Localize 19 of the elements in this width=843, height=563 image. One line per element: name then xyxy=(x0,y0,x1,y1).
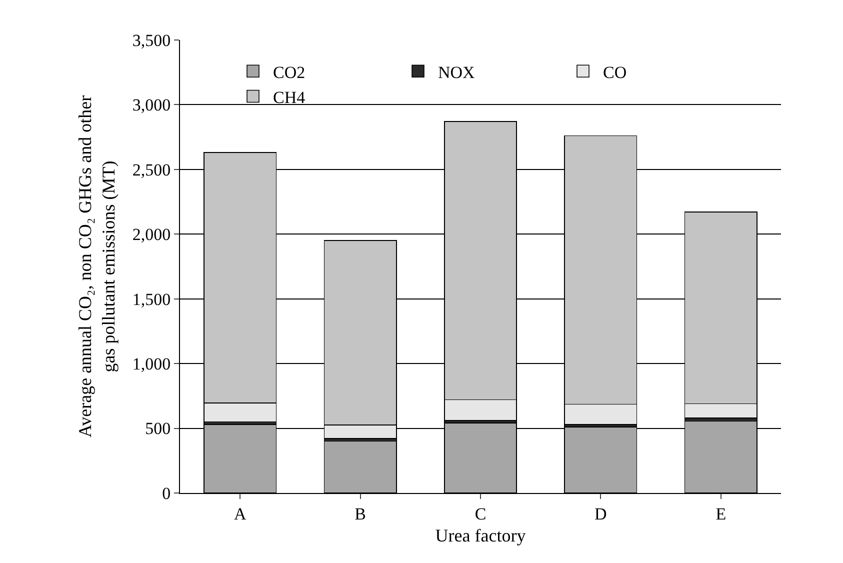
x-axis-title: Urea factory xyxy=(435,526,526,546)
x-tick-label: C xyxy=(474,504,486,524)
y-axis-title: Average annual CO₂, non CO₂ GHGs and other gas pollutant emissions (MT) xyxy=(75,95,119,438)
y-tick-label: 500 xyxy=(145,419,171,438)
x-tick-label: D xyxy=(594,504,607,524)
x-tick-label: B xyxy=(354,504,366,524)
y-tick-label: 2,500 xyxy=(132,160,171,180)
x-tick-label: A xyxy=(234,504,247,524)
y-tick-label: 0 xyxy=(162,484,171,503)
legend-label: CH4 xyxy=(273,88,306,107)
y-tick-label: 1,500 xyxy=(132,290,171,309)
y-tick-label: 3,000 xyxy=(132,96,171,115)
y-tick-label: 1,000 xyxy=(132,354,171,374)
y-tick-label: 2,000 xyxy=(132,225,171,244)
legend-label: CO2 xyxy=(273,62,306,82)
x-tick-label: E xyxy=(716,504,726,524)
legend-label: NOX xyxy=(438,62,475,82)
y-tick-label: 3,500 xyxy=(132,30,171,50)
legend-label: CO xyxy=(603,62,627,82)
